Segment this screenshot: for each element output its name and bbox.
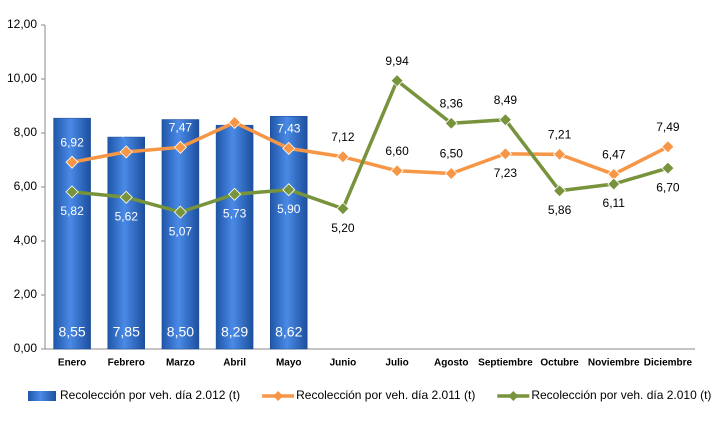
y-tick-label: 0,00: [14, 341, 38, 355]
data-label: 5,62: [115, 209, 139, 223]
bar-label: 7,85: [113, 324, 140, 340]
data-label: 5,90: [277, 202, 301, 216]
marker: [390, 74, 404, 88]
data-label: 7,30: [115, 125, 139, 139]
x-tick-label: Septiembre: [478, 358, 533, 369]
line: [71, 120, 669, 177]
bar-label: 8,29: [221, 324, 248, 340]
x-tick-label: Marzo: [166, 358, 195, 369]
data-label: 6,50: [440, 147, 464, 161]
data-label: 5,07: [169, 224, 193, 238]
marker: [228, 187, 242, 201]
data-label: 5,82: [60, 204, 84, 218]
data-label: 6,70: [656, 180, 680, 194]
marker: [65, 155, 79, 169]
marker: [661, 161, 675, 175]
marker: [336, 150, 350, 164]
data-label: 7,47: [169, 120, 193, 134]
data-label: 6,92: [60, 135, 84, 149]
marker: [498, 147, 512, 161]
marker: [553, 184, 567, 198]
data-label: 5,20: [331, 221, 355, 235]
marker: [282, 141, 296, 155]
marker: [444, 116, 458, 130]
data-label: 6,47: [602, 147, 626, 161]
data-label: 7,49: [656, 120, 680, 134]
marker: [228, 115, 242, 130]
bar: [161, 119, 200, 350]
y-tick-label: 4,00: [14, 233, 38, 247]
x-tick-label: Abril: [223, 358, 246, 369]
data-label: 7,43: [277, 122, 301, 136]
x-tick-label: Enero: [58, 358, 86, 369]
marker: [444, 166, 458, 181]
marker: [282, 183, 296, 197]
bar-label: 8,62: [275, 324, 302, 340]
bar: [53, 117, 91, 350]
x-tick-label: Noviembre: [588, 358, 640, 369]
marker: [336, 202, 350, 216]
data-label: 8,49: [494, 93, 518, 107]
marker: [65, 185, 79, 199]
legend-label: Recolección por veh. día 2.010 (t): [531, 388, 711, 402]
data-label: 5,73: [223, 206, 247, 220]
data-label: 7,21: [548, 128, 572, 142]
bar: [270, 116, 308, 350]
marker: [119, 190, 133, 204]
data-label: 8,36: [440, 96, 464, 110]
x-tick-label: Febrero: [108, 358, 145, 369]
marker: [607, 177, 621, 191]
y-tick-label: 6,00: [14, 179, 38, 193]
marker: [553, 147, 567, 161]
marker: [119, 145, 133, 159]
legend-marker: [273, 391, 284, 401]
bar-label: 8,50: [167, 324, 194, 340]
bar: [107, 136, 145, 350]
x-tick-label: Julio: [385, 358, 408, 369]
legend-label: Recolección por veh. día 2.011 (t): [296, 388, 475, 402]
bar: [215, 124, 254, 350]
marker: [498, 113, 512, 127]
bar-label: 8,55: [58, 324, 85, 340]
data-label: 6,11: [603, 196, 626, 210]
y-tick-label: 2,00: [14, 287, 38, 301]
y-tick-label: 12,00: [7, 17, 37, 31]
marker: [173, 140, 187, 154]
x-tick-label: Diciembre: [644, 358, 693, 369]
data-label: 6,60: [385, 144, 409, 158]
data-label: 9,94: [385, 54, 409, 68]
line: [71, 78, 669, 214]
data-label: 5,86: [548, 203, 572, 217]
x-tick-label: Octubre: [540, 358, 579, 369]
marker: [661, 140, 675, 154]
y-tick-label: 10,00: [7, 71, 37, 85]
data-label: 7,12: [331, 130, 355, 144]
marker: [390, 164, 404, 178]
legend-marker: [508, 391, 519, 401]
legend-label: Recolección por veh. día 2.012 (t): [60, 388, 240, 402]
data-label: 7,23: [494, 166, 518, 180]
x-tick-label: Mayo: [276, 358, 302, 369]
legend-swatch: [28, 391, 56, 401]
x-tick-label: Agosto: [434, 358, 468, 369]
x-tick-label: Junio: [330, 358, 357, 369]
marker: [173, 205, 187, 219]
y-tick-label: 8,00: [14, 125, 38, 139]
data-label: 8,39: [223, 96, 247, 110]
